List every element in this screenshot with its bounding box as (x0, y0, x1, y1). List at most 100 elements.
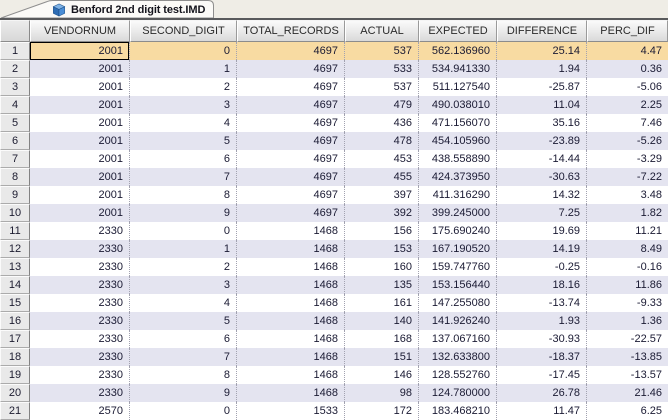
row-number-cell[interactable]: 17 (0, 330, 30, 348)
data-cell[interactable]: 25.14 (497, 42, 587, 60)
data-cell[interactable]: -3.29 (587, 150, 668, 168)
row-number-cell[interactable]: 12 (0, 240, 30, 258)
data-cell[interactable]: 19.69 (497, 222, 587, 240)
data-cell[interactable]: 1468 (237, 258, 345, 276)
data-cell[interactable]: 21.46 (587, 384, 668, 402)
data-cell[interactable]: 3 (130, 96, 237, 114)
row-number-cell[interactable]: 14 (0, 276, 30, 294)
data-cell[interactable]: 8 (130, 366, 237, 384)
data-cell[interactable]: 411.316290 (419, 186, 497, 204)
row-number-cell[interactable]: 3 (0, 78, 30, 96)
row-number-cell[interactable]: 16 (0, 312, 30, 330)
data-cell[interactable]: 1468 (237, 330, 345, 348)
data-cell[interactable]: -17.45 (497, 366, 587, 384)
data-cell[interactable]: 4 (130, 114, 237, 132)
data-cell[interactable]: 2570 (30, 402, 130, 420)
data-cell[interactable]: 132.633800 (419, 348, 497, 366)
data-cell[interactable]: 140 (345, 312, 419, 330)
data-cell[interactable]: 6.25 (587, 402, 668, 420)
data-cell[interactable]: 14.19 (497, 240, 587, 258)
data-cell[interactable]: -30.93 (497, 330, 587, 348)
row-number-cell[interactable]: 2 (0, 60, 30, 78)
data-cell[interactable]: 153 (345, 240, 419, 258)
data-cell[interactable]: 1468 (237, 384, 345, 402)
data-cell[interactable]: 1468 (237, 348, 345, 366)
data-cell[interactable]: -25.87 (497, 78, 587, 96)
data-cell[interactable]: 167.190520 (419, 240, 497, 258)
data-cell[interactable]: 0 (130, 42, 237, 60)
row-number-cell[interactable]: 8 (0, 168, 30, 186)
data-cell[interactable]: 5 (130, 312, 237, 330)
data-cell[interactable]: 2330 (30, 366, 130, 384)
data-cell[interactable]: 1468 (237, 276, 345, 294)
data-cell[interactable]: 2330 (30, 240, 130, 258)
data-cell[interactable]: 2 (130, 78, 237, 96)
row-number-cell[interactable]: 7 (0, 150, 30, 168)
row-number-cell[interactable]: 21 (0, 402, 30, 420)
column-header-actual[interactable]: ACTUAL (345, 20, 419, 42)
data-cell[interactable]: -5.26 (587, 132, 668, 150)
data-cell[interactable]: 392 (345, 204, 419, 222)
data-cell[interactable]: 0 (130, 402, 237, 420)
row-number-cell[interactable]: 13 (0, 258, 30, 276)
data-cell[interactable]: 146 (345, 366, 419, 384)
data-cell[interactable]: 478 (345, 132, 419, 150)
data-cell[interactable]: -30.63 (497, 168, 587, 186)
data-cell[interactable]: 8 (130, 186, 237, 204)
data-cell[interactable]: 537 (345, 78, 419, 96)
data-cell[interactable]: 7.25 (497, 204, 587, 222)
data-cell[interactable]: 4697 (237, 78, 345, 96)
data-cell[interactable]: 137.067160 (419, 330, 497, 348)
data-cell[interactable]: 3.48 (587, 186, 668, 204)
data-cell[interactable]: 2330 (30, 348, 130, 366)
data-cell[interactable]: 537 (345, 42, 419, 60)
data-cell[interactable]: -9.33 (587, 294, 668, 312)
data-cell[interactable]: 1.93 (497, 312, 587, 330)
data-cell[interactable]: 4.47 (587, 42, 668, 60)
data-cell[interactable]: 2001 (30, 42, 130, 60)
column-header-second-digit[interactable]: SECOND_DIGIT (130, 20, 237, 42)
data-cell[interactable]: 4697 (237, 114, 345, 132)
column-header-difference[interactable]: DIFFERENCE (497, 20, 587, 42)
data-cell[interactable]: 160 (345, 258, 419, 276)
data-cell[interactable]: 424.373950 (419, 168, 497, 186)
grid-corner-cell[interactable] (0, 20, 30, 42)
data-cell[interactable]: 7 (130, 168, 237, 186)
data-cell[interactable]: 1.82 (587, 204, 668, 222)
column-header-total-records[interactable]: TOTAL_RECORDS (237, 20, 345, 42)
data-cell[interactable]: 2001 (30, 132, 130, 150)
data-cell[interactable]: 159.747760 (419, 258, 497, 276)
data-cell[interactable]: 2001 (30, 168, 130, 186)
data-cell[interactable]: 479 (345, 96, 419, 114)
row-number-cell[interactable]: 20 (0, 384, 30, 402)
data-cell[interactable]: 8.49 (587, 240, 668, 258)
data-cell[interactable]: 183.468210 (419, 402, 497, 420)
row-number-cell[interactable]: 11 (0, 222, 30, 240)
data-cell[interactable]: 438.558890 (419, 150, 497, 168)
data-cell[interactable]: 151 (345, 348, 419, 366)
data-cell[interactable]: 9 (130, 204, 237, 222)
data-cell[interactable]: 18.16 (497, 276, 587, 294)
data-cell[interactable]: 156 (345, 222, 419, 240)
data-cell[interactable]: 128.552760 (419, 366, 497, 384)
data-cell[interactable]: 1468 (237, 294, 345, 312)
data-cell[interactable]: 1 (130, 240, 237, 258)
data-cell[interactable]: 3 (130, 276, 237, 294)
data-cell[interactable]: 6 (130, 150, 237, 168)
data-cell[interactable]: 4697 (237, 132, 345, 150)
data-cell[interactable]: 14.32 (497, 186, 587, 204)
row-number-cell[interactable]: 10 (0, 204, 30, 222)
data-cell[interactable]: 124.780000 (419, 384, 497, 402)
data-cell[interactable]: 1.94 (497, 60, 587, 78)
data-cell[interactable]: 7 (130, 348, 237, 366)
data-cell[interactable]: 454.105960 (419, 132, 497, 150)
data-cell[interactable]: 2330 (30, 312, 130, 330)
data-cell[interactable]: 1468 (237, 222, 345, 240)
data-cell[interactable]: 4697 (237, 150, 345, 168)
data-cell[interactable]: 2001 (30, 114, 130, 132)
data-cell[interactable]: -22.57 (587, 330, 668, 348)
data-cell[interactable]: 168 (345, 330, 419, 348)
data-cell[interactable]: 4697 (237, 168, 345, 186)
data-cell[interactable]: -5.06 (587, 78, 668, 96)
data-cell[interactable]: 1.36 (587, 312, 668, 330)
